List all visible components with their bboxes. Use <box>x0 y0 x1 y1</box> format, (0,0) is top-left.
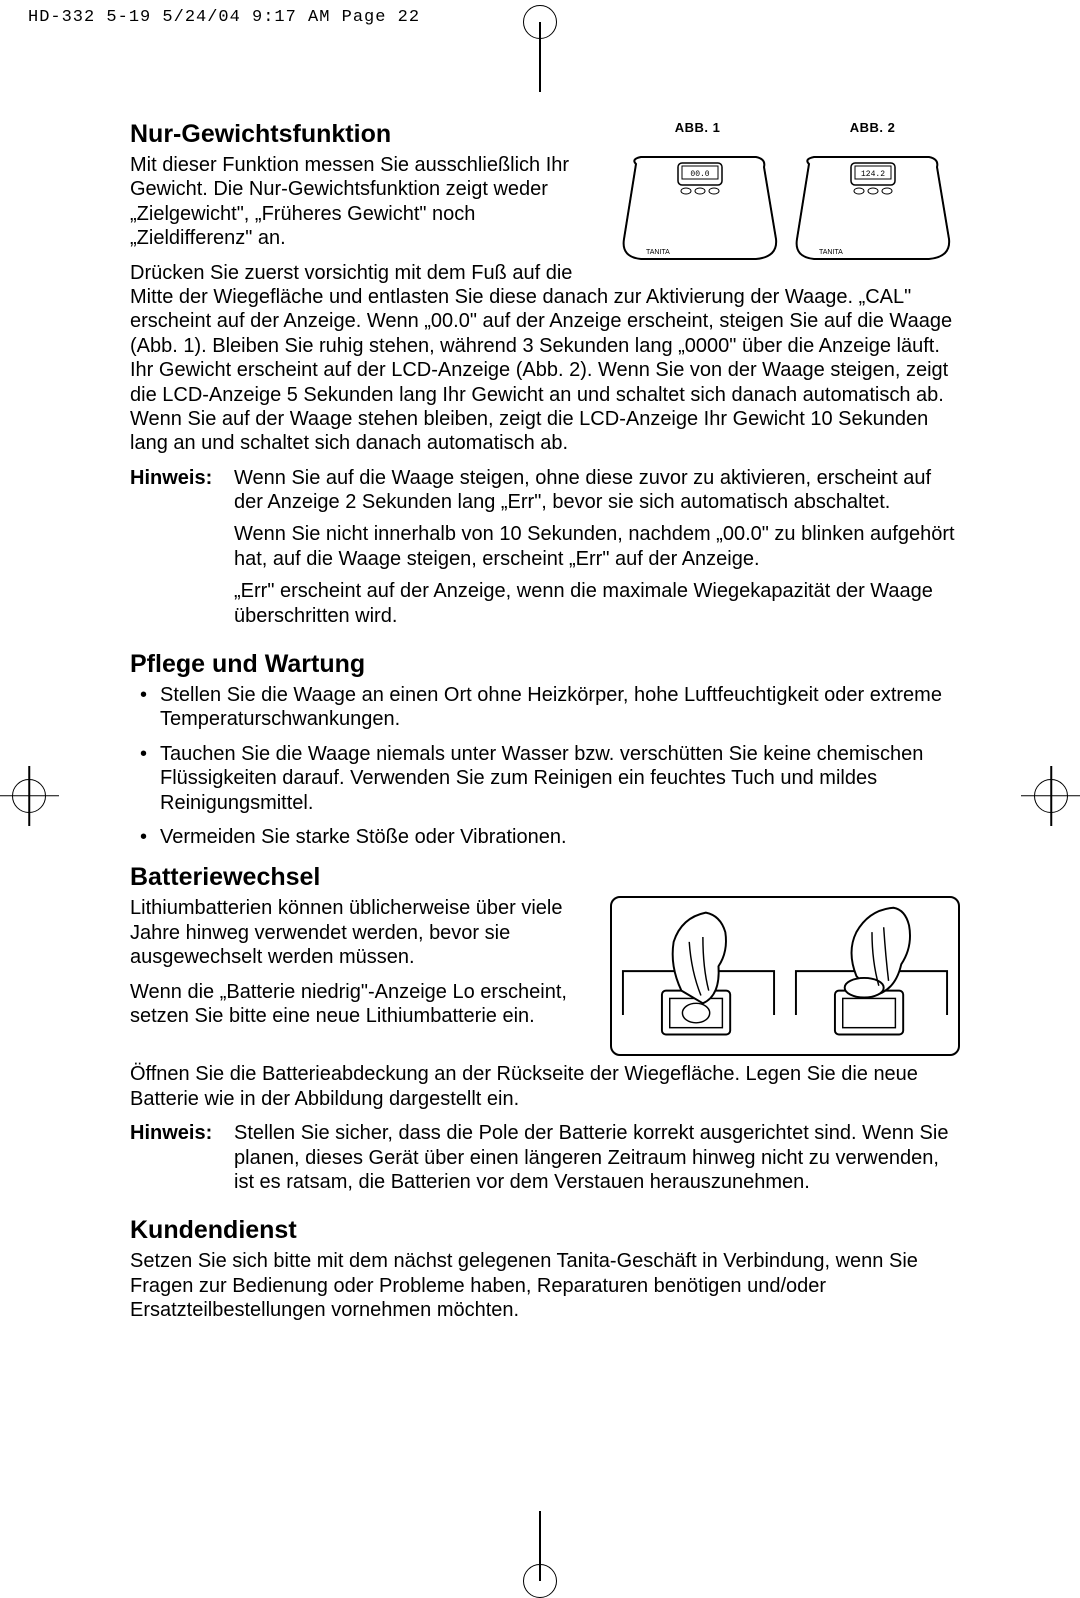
care-item-1: Stellen Sie die Waage an einen Ort ohne … <box>130 683 960 732</box>
note-block-s3: Hinweis: Stellen Sie sicher, dass die Po… <box>130 1121 960 1202</box>
note-s1-p3: „Err" erscheint auf der Anzeige, wenn di… <box>234 579 960 628</box>
note-block-s1: Hinweis: Wenn Sie auf die Waage steigen,… <box>130 466 960 636</box>
note-s1-p2: Wenn Sie nicht innerhalb von 10 Sekunden… <box>234 522 960 571</box>
scale-1-display: 00.0 <box>690 170 709 179</box>
svg-text:TANITA: TANITA <box>646 249 670 256</box>
heading-care: Pflege und Wartung <box>130 650 960 679</box>
care-list: Stellen Sie die Waage an einen Ort ohne … <box>130 683 960 849</box>
crop-mark-bottom <box>539 1511 541 1581</box>
para-s4-1: Setzen Sie sich bitte mit dem nächst gel… <box>130 1249 960 1322</box>
scale-illustration-1: 00.0 TANITA <box>616 139 781 269</box>
figure-label-2: ABB. 2 <box>850 120 896 135</box>
note-s1-p1: Wenn Sie auf die Waage steigen, ohne die… <box>234 466 960 515</box>
note-label-s1: Hinweis: <box>130 466 234 636</box>
para-s3-3: Öffnen Sie die Batterieabdeckung an der … <box>130 1062 960 1111</box>
figure-group-scales: ABB. 1 ABB. 2 00.0 TANITA <box>610 120 960 269</box>
figure-label-1: ABB. 1 <box>675 120 721 135</box>
crop-mark-top <box>539 22 541 92</box>
note-s3-p1: Stellen Sie sicher, dass die Pole der Ba… <box>234 1121 960 1194</box>
registration-mark-right <box>1034 779 1068 813</box>
note-label-s3: Hinweis: <box>130 1121 234 1202</box>
registration-mark-left <box>12 779 46 813</box>
page-content: ABB. 1 ABB. 2 00.0 TANITA <box>130 120 960 1333</box>
print-header-meta: HD-332 5-19 5/24/04 9:17 AM Page 22 <box>28 8 420 27</box>
scale-2-display: 124.2 <box>861 170 885 179</box>
heading-service: Kundendienst <box>130 1216 960 1245</box>
care-item-2: Tauchen Sie die Waage niemals unter Wass… <box>130 742 960 815</box>
scale-illustration-2: 124.2 TANITA <box>789 139 954 269</box>
para-s1-2: Drücken Sie zuerst vorsichtig mit dem Fu… <box>130 261 960 456</box>
heading-battery: Batteriewechsel <box>130 863 960 892</box>
figure-battery-change <box>610 896 960 1056</box>
svg-text:TANITA: TANITA <box>819 249 843 256</box>
care-item-3: Vermeiden Sie starke Stöße oder Vibratio… <box>130 825 960 849</box>
